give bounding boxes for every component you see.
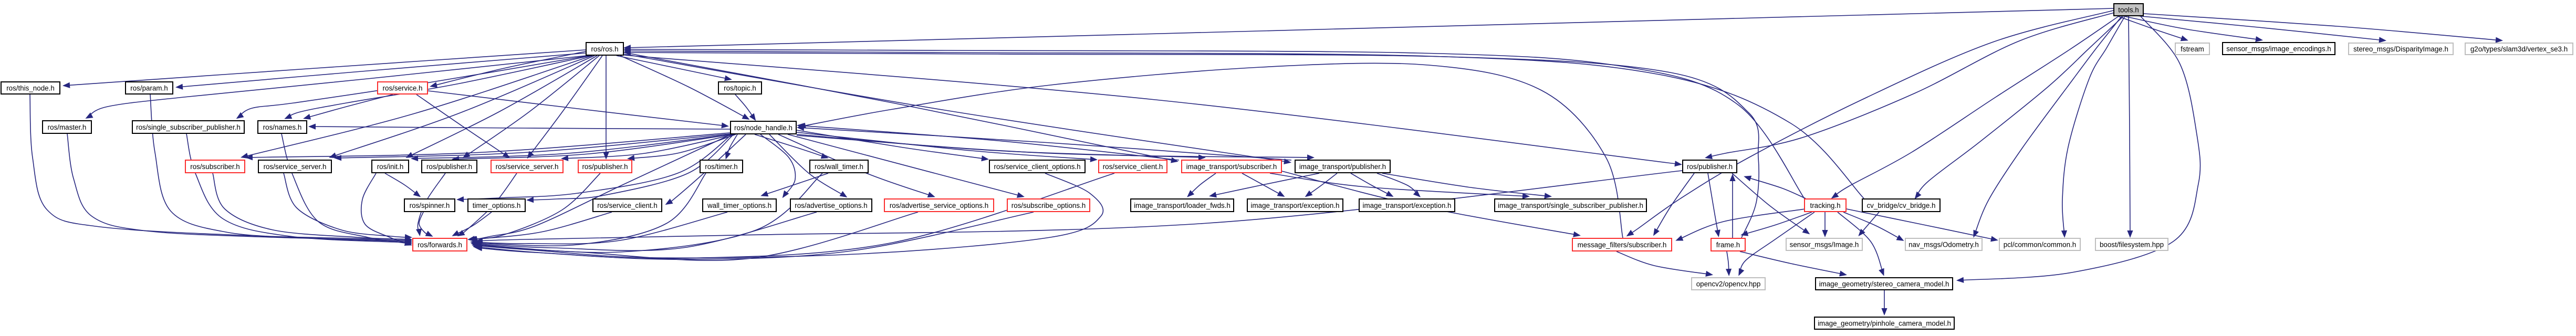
svg-text:ros/single_subscriber_publishe: ros/single_subscriber_publisher.h: [136, 123, 241, 131]
svg-text:ros/advertise_options.h: ros/advertise_options.h: [795, 202, 867, 209]
svg-text:ros/timer.h: ros/timer.h: [705, 163, 738, 171]
svg-text:ros/subscriber.h: ros/subscriber.h: [190, 163, 240, 171]
svg-text:ros/service_client.h: ros/service_client.h: [597, 202, 658, 209]
svg-text:cv_bridge/cv_bridge.h: cv_bridge/cv_bridge.h: [1866, 202, 1935, 209]
svg-text:ros/param.h: ros/param.h: [130, 84, 168, 92]
svg-text:image_transport/loader_fwds.h: image_transport/loader_fwds.h: [1134, 202, 1230, 209]
svg-text:image_geometry/stereo_camera_m: image_geometry/stereo_camera_model.h: [1819, 280, 1949, 288]
svg-text:ros/publisher.h: ros/publisher.h: [1687, 163, 1733, 171]
svg-text:ros/spinner.h: ros/spinner.h: [410, 202, 450, 209]
svg-text:pcl/common/common.h: pcl/common/common.h: [2004, 240, 2076, 248]
svg-text:image_transport/exception.h: image_transport/exception.h: [1363, 202, 1452, 209]
svg-text:image_transport/publisher.h: image_transport/publisher.h: [1299, 163, 1386, 171]
svg-text:stereo_msgs/DisparityImage.h: stereo_msgs/DisparityImage.h: [2353, 45, 2448, 53]
svg-text:ros/this_node.h: ros/this_node.h: [6, 84, 55, 92]
svg-text:ros/topic.h: ros/topic.h: [724, 84, 756, 92]
svg-text:image_transport/exception.h: image_transport/exception.h: [1251, 202, 1340, 209]
svg-text:nav_msgs/Odometry.h: nav_msgs/Odometry.h: [1908, 240, 1979, 248]
svg-text:tools.h: tools.h: [2118, 6, 2139, 14]
svg-text:ros/names.h: ros/names.h: [263, 123, 302, 131]
svg-text:fstream: fstream: [2181, 45, 2204, 53]
svg-text:ros/advertise_service_options.: ros/advertise_service_options.h: [890, 202, 988, 209]
svg-text:ros/wall_timer.h: ros/wall_timer.h: [815, 163, 863, 171]
svg-text:image_geometry/pinhole_camera_: image_geometry/pinhole_camera_model.h: [1818, 319, 1951, 327]
svg-text:ros/ros.h: ros/ros.h: [591, 45, 618, 53]
svg-text:tracking.h: tracking.h: [1810, 202, 1840, 209]
svg-text:ros/service_client_options.h: ros/service_client_options.h: [994, 163, 1080, 171]
svg-text:g2o/types/slam3d/vertex_se3.h: g2o/types/slam3d/vertex_se3.h: [2470, 45, 2568, 53]
svg-text:ros/service_client.h: ros/service_client.h: [1103, 163, 1163, 171]
svg-text:ros/forwards.h: ros/forwards.h: [418, 241, 462, 249]
svg-text:ros/service_server.h: ros/service_server.h: [264, 163, 327, 171]
svg-text:ros/node_handle.h: ros/node_handle.h: [734, 124, 792, 132]
svg-text:frame.h: frame.h: [1716, 241, 1740, 249]
svg-text:wall_timer_options.h: wall_timer_options.h: [707, 202, 771, 209]
svg-text:timer_options.h: timer_options.h: [473, 202, 521, 209]
svg-text:ros/service_server.h: ros/service_server.h: [496, 163, 559, 171]
svg-text:sensor_msgs/image_encodings.h: sensor_msgs/image_encodings.h: [2226, 45, 2331, 52]
svg-text:ros/master.h: ros/master.h: [48, 123, 87, 131]
svg-text:image_transport/subscriber.h: image_transport/subscriber.h: [1186, 163, 1277, 171]
svg-text:ros/service.h: ros/service.h: [383, 84, 423, 92]
svg-text:ros/subscribe_options.h: ros/subscribe_options.h: [1011, 202, 1086, 209]
svg-text:ros/publisher.h: ros/publisher.h: [582, 163, 628, 171]
svg-text:opencv2/opencv.hpp: opencv2/opencv.hpp: [1696, 280, 1761, 288]
svg-text:boost/filesystem.hpp: boost/filesystem.hpp: [2100, 240, 2164, 248]
svg-text:ros/publisher.h: ros/publisher.h: [426, 163, 472, 171]
svg-text:sensor_msgs/Image.h: sensor_msgs/Image.h: [1790, 240, 1859, 248]
svg-text:ros/init.h: ros/init.h: [377, 163, 404, 171]
svg-text:message_filters/subscriber.h: message_filters/subscriber.h: [1578, 241, 1667, 249]
svg-text:image_transport/single_subscri: image_transport/single_subscriber_publis…: [1498, 202, 1643, 209]
